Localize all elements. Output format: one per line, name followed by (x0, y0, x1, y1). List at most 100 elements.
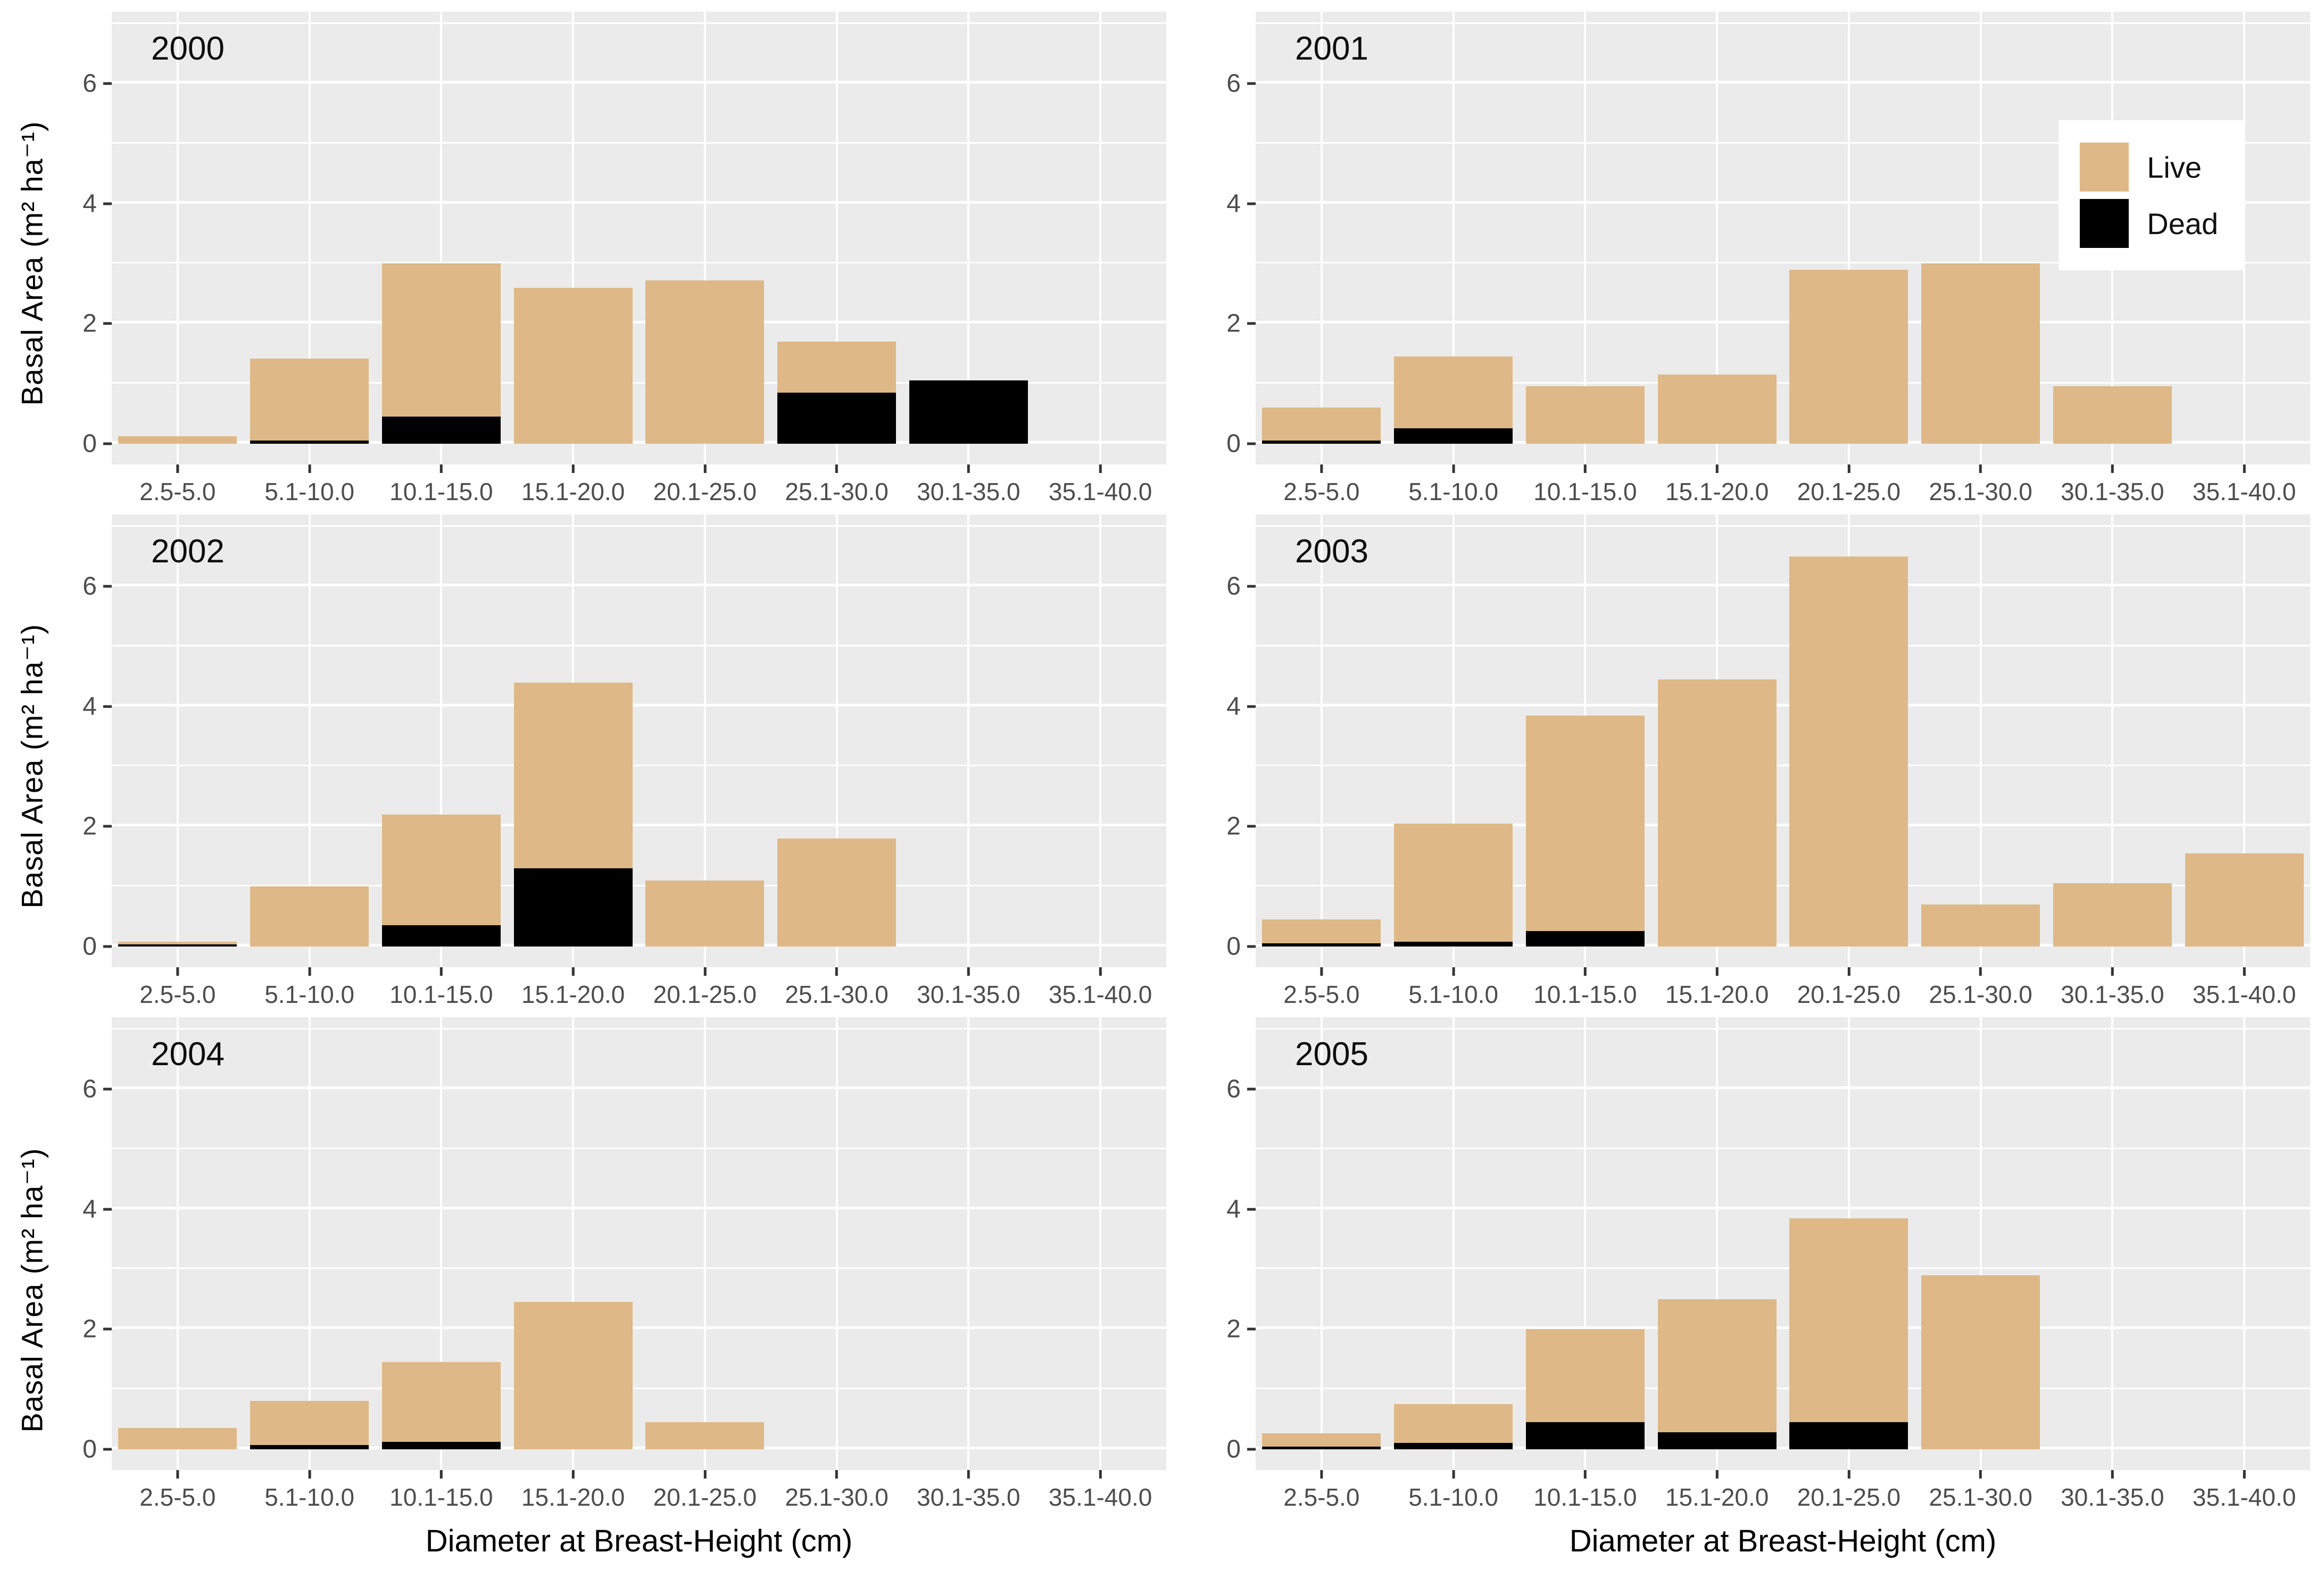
x-tick-mark (1099, 464, 1102, 473)
facet-year-label: 2002 (151, 533, 225, 570)
y-axis-2004: 0 2 4 6 (52, 1017, 112, 1470)
x-tick-35.1-40.0: 35.1-40.0 (2193, 967, 2296, 1009)
bar-2005-2.5-5.0-live (1262, 1433, 1381, 1447)
y-tick-4: 4 (1226, 692, 1256, 721)
facet-year-label: 2001 (1295, 30, 1368, 67)
y-tick-6: 6 (82, 1075, 112, 1104)
x-tick-label: 20.1-25.0 (1797, 1483, 1901, 1511)
bar-2001-20.1-25.0-live (1789, 269, 1908, 444)
gridline-x-35.1-40.0 (1099, 1017, 1102, 1470)
x-tick-15.1-20.0: 15.1-20.0 (521, 464, 625, 506)
gridline-x-35.1-40.0 (2243, 1017, 2246, 1470)
gridline-x-10.1-15.0 (440, 12, 443, 464)
gridline-y-2 (1256, 824, 2310, 827)
x-tick-label: 2.5-5.0 (139, 981, 216, 1008)
bar-2000-15.1-20.0-live (513, 287, 633, 444)
bar-2005-5.1-10.0-live (1394, 1404, 1513, 1443)
x-tick-20.1-25.0: 20.1-25.0 (1797, 464, 1900, 506)
gridline-y-minor-1 (1256, 884, 2310, 886)
y-tick-0: 0 (1226, 429, 1256, 458)
bar-2002-5.1-10.0-live (250, 886, 369, 947)
x-tick-2.5-5.0: 2.5-5.0 (1283, 464, 1359, 506)
x-tick-label: 15.1-20.0 (521, 981, 625, 1008)
x-tick-15.1-20.0: 15.1-20.0 (1665, 967, 1769, 1009)
y-tick-label: 4 (1226, 189, 1241, 218)
x-tick-label: 10.1-15.0 (389, 1483, 493, 1511)
bar-2003-2.5-5.0-dead (1262, 943, 1381, 947)
bar-2000-5.1-10.0-dead (250, 440, 369, 444)
x-tick-label: 5.1-10.0 (1408, 981, 1499, 1008)
bar-2004-2.5-5.0-live (118, 1428, 237, 1449)
legend-entry-live: Live (2080, 143, 2218, 192)
x-tick-mark (176, 967, 179, 976)
gridline-x-10.1-15.0 (1584, 1017, 1587, 1470)
gridline-x-10.1-15.0 (1584, 12, 1587, 464)
column-gap (1166, 514, 1196, 1017)
gridline-y-0 (112, 943, 1166, 947)
panel-2001: 2001 Live Dead (1256, 12, 2310, 464)
gridline-y-2 (112, 1326, 1166, 1330)
gridline-y-4 (112, 703, 1166, 707)
x-tick-mark (1452, 1470, 1455, 1479)
y-tick-label: 2 (82, 309, 97, 338)
y-tick-0: 0 (82, 429, 112, 458)
x-axis-title-right: Diameter at Breast-Height (cm) (1569, 1524, 1997, 1558)
bar-2000-25.1-30.0-dead (777, 392, 897, 444)
facet-2000: 0 2 4 6 2000 2.5-5.0 5.1-10.0 10.1-15.0 15.1-2… (52, 12, 1166, 514)
y-tick-label: 2 (1226, 1315, 1241, 1343)
y-tick-mark (103, 322, 112, 325)
x-tick-label: 35.1-40.0 (2192, 478, 2296, 505)
y-tick-mark (1247, 1327, 1256, 1331)
bar-2002-15.1-20.0-dead (513, 868, 633, 947)
gridline-y-minor-3 (112, 1267, 1166, 1269)
gridline-x-15.1-20.0 (1716, 1017, 1719, 1470)
gridline-y-minor-5 (1256, 1147, 2310, 1149)
y-tick-mark (1247, 202, 1256, 205)
gridline-x-30.1-35.0 (967, 514, 970, 967)
bar-2001-25.1-30.0-live (1921, 263, 2040, 444)
x-tick-30.1-35.0: 30.1-35.0 (2061, 967, 2164, 1009)
x-tick-label: 15.1-20.0 (1665, 478, 1769, 505)
x-tick-label: 5.1-10.0 (1408, 1483, 1499, 1511)
gridline-x-2.5-5.0 (176, 1017, 179, 1470)
x-tick-mark (571, 967, 575, 976)
x-tick-mark (703, 464, 707, 473)
bar-2003-2.5-5.0-live (1262, 919, 1381, 943)
x-tick-label: 5.1-10.0 (264, 1483, 355, 1511)
gridline-y-6 (112, 81, 1166, 84)
gridline-x-2.5-5.0 (1320, 12, 1323, 464)
x-tick-5.1-10.0: 5.1-10.0 (1408, 464, 1498, 506)
x-tick-35.1-40.0: 35.1-40.0 (1049, 464, 1152, 506)
bar-2001-2.5-5.0-dead (1262, 440, 1381, 444)
x-tick-35.1-40.0: 35.1-40.0 (1049, 1470, 1152, 1512)
gridline-y-minor-5 (112, 1147, 1166, 1149)
gridline-y-0 (112, 1446, 1166, 1449)
x-tick-10.1-15.0: 10.1-15.0 (1533, 1470, 1637, 1512)
x-tick-mark (176, 464, 179, 473)
bar-2002-10.1-15.0-live (381, 814, 501, 926)
gridline-x-35.1-40.0 (2243, 12, 2246, 464)
facet-2002: 0 2 4 6 2002 2.5-5.0 5.1-10.0 10.1-15.0 15.1-2… (52, 514, 1166, 1017)
bar-2001-2.5-5.0-live (1262, 407, 1381, 441)
facet-2003: 0 2 4 6 2003 2.5-5.0 5.1-10.0 10.1-15.0 15.1-2… (1196, 514, 2310, 1017)
gridline-x-25.1-30.0 (835, 1017, 838, 1470)
gridline-y-6 (1256, 1086, 2310, 1090)
x-tick-label: 20.1-25.0 (653, 981, 757, 1008)
y-tick-4: 4 (1226, 1194, 1256, 1224)
column-gap (1166, 1017, 1196, 1563)
column-gap (1166, 12, 1196, 514)
y-tick-label: 6 (82, 69, 97, 98)
y-tick-mark (103, 1327, 112, 1331)
x-tick-30.1-35.0: 30.1-35.0 (2061, 464, 2164, 506)
bar-2003-10.1-15.0-dead (1525, 931, 1645, 947)
x-tick-label: 35.1-40.0 (1048, 981, 1152, 1008)
y-tick-mark (1247, 322, 1256, 325)
y-tick-mark (1247, 82, 1256, 85)
gridline-y-minor-7 (112, 22, 1166, 24)
x-tick-mark (2243, 967, 2246, 976)
gridline-x-5.1-10.0 (1452, 1017, 1455, 1470)
bar-2001-30.1-35.0-live (2053, 386, 2172, 444)
gridline-y-minor-1 (1256, 1387, 2310, 1389)
y-tick-mark (103, 202, 112, 205)
y-tick-2: 2 (82, 1315, 112, 1344)
